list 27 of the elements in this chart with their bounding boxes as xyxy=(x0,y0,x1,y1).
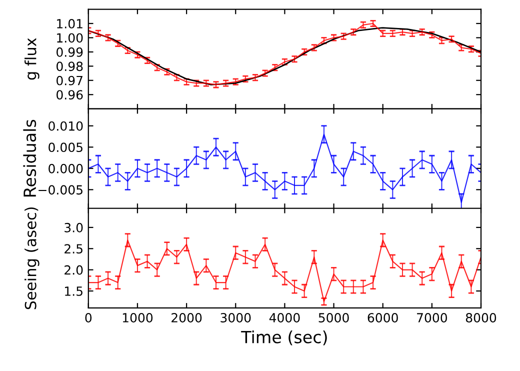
y-tick-label: 0.99 xyxy=(56,47,83,57)
y-axis-title: g flux xyxy=(24,38,40,80)
x-tick-label: 6000 xyxy=(368,313,398,322)
x-tick-label: 8000 xyxy=(466,313,496,322)
x-tick-label: 2000 xyxy=(172,313,202,322)
y-tick-label: 3.0 xyxy=(64,222,83,232)
y-tick-label: −0.005 xyxy=(38,185,82,195)
x-tick-label: 4000 xyxy=(269,313,300,322)
y-tick-label: 0.96 xyxy=(56,90,83,100)
y-tick-label: 2.0 xyxy=(64,265,83,275)
y-tick-label: 0.010 xyxy=(48,121,83,131)
x-tick-label: 5000 xyxy=(318,313,349,322)
y-axis-title: Residuals xyxy=(23,120,36,196)
y-tick-label: 1.5 xyxy=(65,286,82,296)
y-axis-title: Seeing (asec) xyxy=(24,207,40,310)
y-tick-label: 0.97 xyxy=(56,76,82,86)
y-tick-label: 0.000 xyxy=(48,164,83,174)
x-tick-label: 3000 xyxy=(220,313,251,322)
y-tick-label: 2.5 xyxy=(64,244,82,254)
y-tick-label: 1.01 xyxy=(57,18,82,28)
y-tick-label: 1.00 xyxy=(57,33,83,43)
x-tick-label: 7000 xyxy=(417,313,447,322)
y-tick-label: 0.005 xyxy=(48,142,82,152)
y-tick-label: 0.98 xyxy=(56,62,83,72)
x-tick-label: 0 xyxy=(85,313,92,322)
x-axis-title: Time (sec) xyxy=(241,330,327,346)
x-tick-label: 1000 xyxy=(122,313,153,322)
